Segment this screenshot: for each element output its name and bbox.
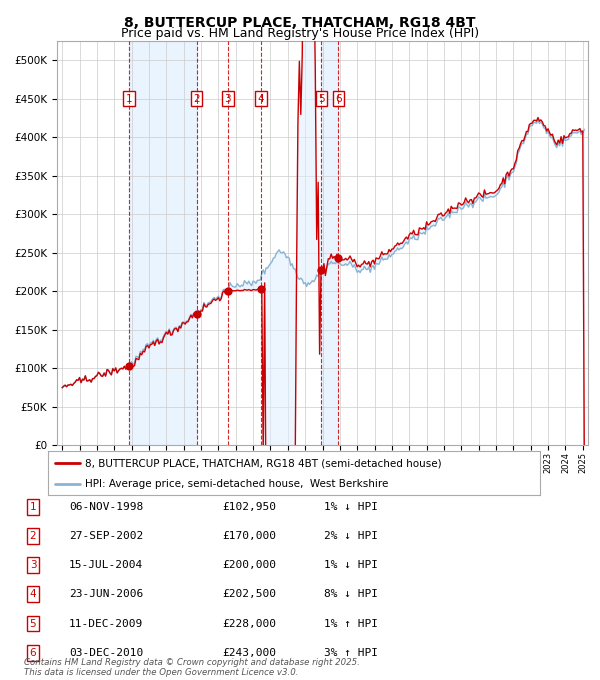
Text: 3% ↑ HPI: 3% ↑ HPI [324,648,378,658]
Text: 2: 2 [193,94,200,103]
Text: 5: 5 [29,619,37,628]
Text: 11-DEC-2009: 11-DEC-2009 [69,619,143,628]
Text: 1: 1 [29,502,37,511]
Text: 1% ↓ HPI: 1% ↓ HPI [324,502,378,511]
Text: 4: 4 [258,94,265,103]
Text: 8, BUTTERCUP PLACE, THATCHAM, RG18 4BT: 8, BUTTERCUP PLACE, THATCHAM, RG18 4BT [124,16,476,30]
Text: £228,000: £228,000 [222,619,276,628]
Text: 8, BUTTERCUP PLACE, THATCHAM, RG18 4BT (semi-detached house): 8, BUTTERCUP PLACE, THATCHAM, RG18 4BT (… [85,458,442,469]
Text: £102,950: £102,950 [222,502,276,511]
Text: 1% ↓ HPI: 1% ↓ HPI [324,560,378,570]
Text: 4: 4 [29,590,37,599]
Text: 3: 3 [29,560,37,570]
Text: 6: 6 [335,94,342,103]
Text: 15-JUL-2004: 15-JUL-2004 [69,560,143,570]
Text: 23-JUN-2006: 23-JUN-2006 [69,590,143,599]
Text: HPI: Average price, semi-detached house,  West Berkshire: HPI: Average price, semi-detached house,… [85,479,388,489]
Text: 1% ↑ HPI: 1% ↑ HPI [324,619,378,628]
Text: 2% ↓ HPI: 2% ↓ HPI [324,531,378,541]
Text: £243,000: £243,000 [222,648,276,658]
Text: 27-SEP-2002: 27-SEP-2002 [69,531,143,541]
Text: £200,000: £200,000 [222,560,276,570]
Text: Price paid vs. HM Land Registry's House Price Index (HPI): Price paid vs. HM Land Registry's House … [121,27,479,40]
Text: £170,000: £170,000 [222,531,276,541]
Text: 1: 1 [126,94,133,103]
Text: 8% ↓ HPI: 8% ↓ HPI [324,590,378,599]
Text: £202,500: £202,500 [222,590,276,599]
Text: 5: 5 [318,94,325,103]
Text: 06-NOV-1998: 06-NOV-1998 [69,502,143,511]
Text: 6: 6 [29,648,37,658]
Text: 2: 2 [29,531,37,541]
Bar [322,41,338,445]
Text: Contains HM Land Registry data © Crown copyright and database right 2025.
This d: Contains HM Land Registry data © Crown c… [24,658,360,677]
Text: 3: 3 [224,94,231,103]
Text: 03-DEC-2010: 03-DEC-2010 [69,648,143,658]
Bar [129,41,197,445]
